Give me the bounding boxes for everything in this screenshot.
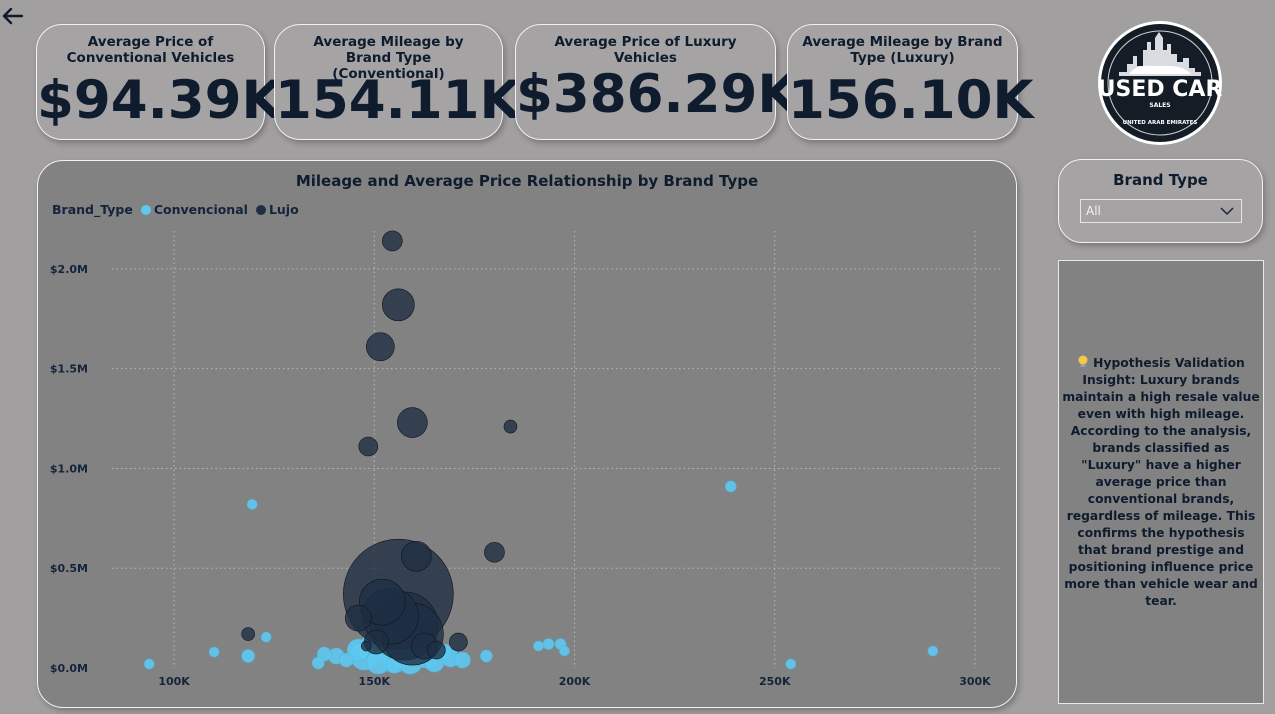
slicer-title: Brand Type: [1113, 171, 1208, 189]
chart-title: Mileage and Average Price Relationship b…: [295, 172, 759, 190]
luxury-point: [503, 419, 518, 434]
scatter-chart-card: Mileage and Average Price Relationship b…: [37, 160, 1017, 708]
conventional-point: [927, 645, 939, 657]
kpi-value: $94.39K: [37, 70, 283, 131]
conventional-point: [785, 658, 797, 670]
kpi-title: Average Price of Conventional Vehicles: [66, 34, 235, 66]
kpi-card-avg-mileage-luxury: Average Mileage by Brand Type (Luxury) 1…: [787, 24, 1034, 140]
luxury-point: [241, 627, 255, 641]
x-tick-label: 250K: [759, 675, 791, 688]
y-tick-label: $2.0M: [50, 263, 88, 276]
legend-title: Brand_Type: [52, 202, 133, 217]
y-tick-label: $1.0M: [50, 462, 88, 475]
conventional-point: [311, 656, 325, 670]
legend-conventional-marker: [140, 204, 151, 215]
brand-type-slicer: Brand Type All: [1058, 159, 1263, 243]
logo-title: USED CAR: [1097, 77, 1223, 102]
kpi-value: 156.10K: [788, 70, 1034, 131]
luxury-point: [360, 640, 372, 652]
conventional-point: [480, 649, 493, 663]
conventional-point: [241, 649, 255, 663]
conventional-point: [724, 480, 737, 493]
luxury-point: [344, 604, 372, 632]
scatter-plot[interactable]: 100K 150K 200K 250K 300K $0.0M $0.5M $1.0M $1.5M…: [38, 161, 1017, 708]
luxury-point: [401, 540, 432, 572]
kpi-title: Average Price of Luxury Vehicles: [554, 34, 737, 66]
chart-legend: Brand_Type Convencional Lujo: [52, 202, 299, 217]
y-tick-label: $0.0M: [50, 662, 88, 675]
insight-card: Hypothesis Validation Insight: Luxury br…: [1058, 260, 1264, 704]
back-button[interactable]: [0, 2, 26, 30]
kpi-value: $386.29K: [516, 64, 799, 125]
kpi-title: Average Mileage by Brand Type (Conventio…: [313, 34, 464, 82]
x-tick-label: 300K: [959, 675, 991, 688]
conventional-point: [559, 645, 570, 657]
luxury-point: [397, 407, 428, 438]
luxury-point: [382, 288, 415, 322]
conventional-point: [143, 658, 155, 670]
x-tick-label: 100K: [158, 675, 190, 688]
kpi-title: Average Mileage by Brand Type (Luxury): [802, 34, 1003, 66]
conventional-point: [260, 631, 272, 643]
dropdown-selected-value: All: [1086, 204, 1101, 218]
legend-conventional-label[interactable]: Convencional: [153, 202, 248, 217]
conventional-point: [208, 646, 220, 658]
luxury-point: [382, 230, 403, 252]
lightbulb-icon: [1078, 355, 1088, 367]
legend-luxury-marker: [255, 204, 266, 215]
x-tick-label: 150K: [359, 675, 391, 688]
x-tick-label: 200K: [559, 675, 591, 688]
luxury-point: [358, 436, 379, 457]
luxury-point: [427, 640, 446, 660]
insight-text: Hypothesis Validation Insight: Luxury br…: [1062, 355, 1260, 608]
y-tick-label: $0.5M: [50, 562, 88, 575]
conventional-point: [542, 638, 555, 650]
logo-subtitle: SALES: [1149, 102, 1171, 109]
chevron-down-icon: [1220, 207, 1234, 216]
conventional-point: [533, 640, 544, 652]
used-car-sales-logo: USED CAR SALES UNITED ARAB EMIRATES: [1097, 20, 1223, 146]
kpi-card-avg-mileage-conventional: Average Mileage by Brand Type (Conventio…: [274, 24, 521, 140]
arrow-left-icon: [2, 7, 24, 25]
kpi-value: 154.11K: [275, 70, 521, 131]
luxury-point: [449, 632, 468, 652]
conventional-point: [246, 499, 258, 510]
conventional-point: [338, 652, 354, 668]
kpi-card-avg-price-luxury: Average Price of Luxury Vehicles $386.29…: [515, 24, 799, 140]
conventional-point: [454, 651, 471, 669]
luxury-point: [366, 332, 395, 362]
y-tick-label: $1.5M: [50, 363, 88, 376]
logo-country: UNITED ARAB EMIRATES: [1122, 120, 1198, 126]
brand-type-dropdown[interactable]: All: [1080, 199, 1242, 223]
luxury-point: [484, 541, 505, 563]
legend-luxury-label[interactable]: Lujo: [268, 202, 299, 217]
kpi-card-avg-price-conventional: Average Price of Conventional Vehicles $…: [36, 24, 283, 140]
